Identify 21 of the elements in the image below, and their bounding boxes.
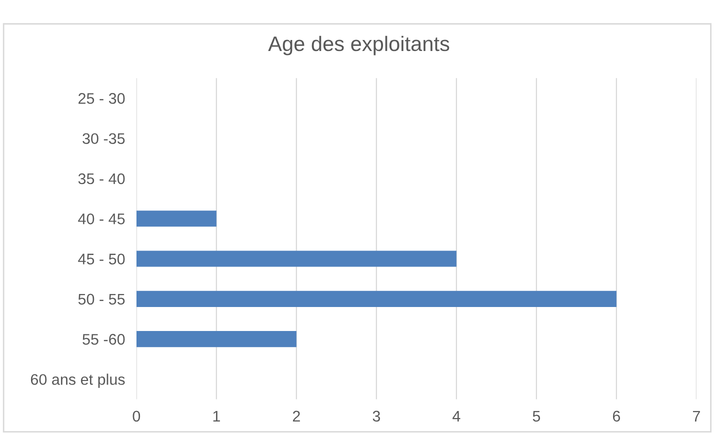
y-tick-label: 40 - 45: [78, 213, 125, 224]
y-tick-label: 35 - 40: [78, 173, 125, 184]
bar: [136, 331, 296, 348]
bar: [136, 290, 616, 307]
bar: [136, 210, 216, 227]
x-tick-label: 4: [452, 410, 460, 422]
y-tick-label: 25 - 30: [78, 93, 125, 104]
x-tick-label: 3: [372, 410, 380, 422]
x-tick-label: 1: [213, 410, 220, 422]
y-tick-label: 30 -35: [82, 133, 125, 144]
x-tick-label: 6: [612, 410, 620, 422]
x-tick-label: 2: [292, 410, 300, 422]
y-tick-label: 55 -60: [82, 334, 125, 345]
x-tick-label: 5: [532, 410, 540, 422]
chart-title: Age des exploitants: [268, 36, 450, 56]
y-tick-label: 60 ans et plus: [30, 374, 125, 388]
y-tick-label: 50 - 55: [78, 294, 125, 305]
x-tick-label: 0: [132, 410, 140, 422]
bar: [136, 250, 456, 267]
x-tick-label: 7: [692, 410, 700, 422]
y-tick-label: 45 - 50: [78, 254, 125, 264]
